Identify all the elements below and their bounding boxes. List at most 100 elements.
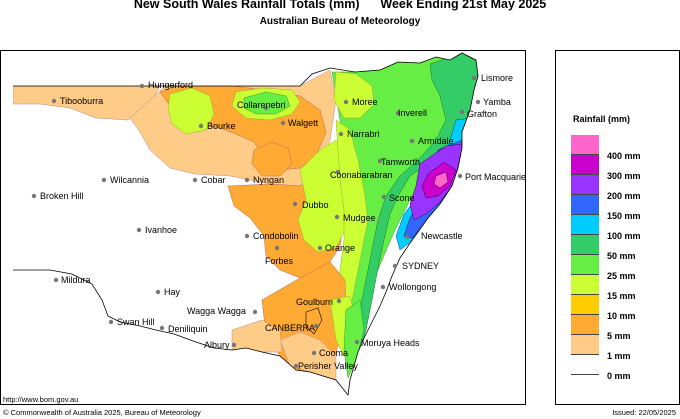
town-narrabri: Narrabri bbox=[347, 129, 380, 139]
rain-zone-10mm-north bbox=[167, 87, 215, 135]
legend-swatch bbox=[571, 155, 599, 175]
legend-swatch bbox=[571, 175, 599, 195]
legend-swatch bbox=[571, 135, 599, 155]
town-dot-lismore bbox=[471, 75, 477, 81]
town-grafton: Grafton bbox=[467, 109, 497, 119]
map-title: New South Wales Rainfall Totals (mm) Wee… bbox=[133, 0, 547, 11]
town-wilcannia: Wilcannia bbox=[110, 175, 149, 185]
town-dot-albury bbox=[231, 342, 237, 348]
town-dot-ivanhoe bbox=[136, 227, 142, 233]
legend-label: 100 mm bbox=[607, 231, 641, 241]
legend-label: 15 mm bbox=[607, 291, 636, 301]
town-scone: Scone bbox=[389, 193, 415, 203]
legend-swatch bbox=[571, 255, 599, 275]
town-labels: Hungerford Tibooburra Bourke Collarenebr… bbox=[40, 73, 526, 371]
town-moruya-heads: Moruya Heads bbox=[361, 338, 420, 348]
town-lismore: Lismore bbox=[481, 73, 513, 83]
legend-swatch bbox=[571, 295, 599, 315]
map-subtitle: Australian Bureau of Meteorology bbox=[259, 16, 421, 27]
town-port-macquarie: Port Macquarie bbox=[465, 172, 526, 182]
town-armidale: Armidale bbox=[418, 136, 454, 146]
legend-label: 5 mm bbox=[607, 331, 631, 341]
legend-title: Rainfall (mm) bbox=[573, 114, 631, 124]
legend-swatch bbox=[571, 315, 599, 335]
town-dot-scone bbox=[381, 194, 387, 200]
town-dot-cooma bbox=[311, 350, 317, 356]
town-dot-walgett bbox=[280, 120, 286, 126]
town-forbes: Forbes bbox=[265, 256, 294, 266]
issued-date: Issued: 22/05/2025 bbox=[612, 408, 676, 417]
town-dot-dubbo bbox=[292, 201, 298, 207]
legend-swatch bbox=[571, 275, 599, 295]
town-dot-cobar bbox=[192, 177, 198, 183]
town-goulburn: Goulburn bbox=[296, 297, 333, 307]
nsw-border bbox=[13, 52, 479, 396]
act-border bbox=[305, 307, 323, 335]
town-mildura: Mildura bbox=[61, 275, 91, 285]
town-hungerford: Hungerford bbox=[148, 80, 193, 90]
town-dot-tamworth bbox=[377, 158, 383, 164]
town-dot-wollongong bbox=[380, 284, 386, 290]
town-dot-forbes bbox=[274, 245, 280, 251]
town-dot-port-macquarie bbox=[457, 173, 463, 179]
legend-swatch bbox=[571, 335, 599, 355]
town-sydney: SYDNEY bbox=[402, 261, 439, 271]
town-perisher-valley: Perisher Valley bbox=[298, 361, 358, 371]
town-dubbo: Dubbo bbox=[302, 200, 329, 210]
town-dot-bourke bbox=[198, 123, 204, 129]
rain-zone-25mm-collarenebri bbox=[243, 91, 291, 115]
town-dot-grafton bbox=[459, 109, 465, 115]
town-tamworth: Tamworth bbox=[381, 157, 420, 167]
town-albury: Albury bbox=[204, 340, 230, 350]
town-dot-orange bbox=[317, 245, 323, 251]
town-deniliquin: Deniliquin bbox=[168, 324, 208, 334]
town-collarenebri: Collarenebri bbox=[237, 100, 286, 110]
legend-label: 25 mm bbox=[607, 271, 636, 281]
town-mudgee: Mudgee bbox=[343, 213, 376, 223]
rain-zone-1mm-south bbox=[279, 331, 337, 381]
town-orange: Orange bbox=[325, 243, 355, 253]
town-bourke: Bourke bbox=[207, 121, 236, 131]
town-moree: Moree bbox=[352, 97, 378, 107]
town-dot-perisher-valley bbox=[293, 363, 299, 369]
town-yamba: Yamba bbox=[483, 97, 511, 107]
town-dot-newcastle bbox=[404, 234, 410, 240]
legend-swatch bbox=[571, 355, 599, 375]
legend-label: 1 mm bbox=[607, 351, 631, 361]
legend-label: 50 mm bbox=[607, 251, 636, 261]
map-frame bbox=[0, 50, 526, 405]
town-broken-hill: Broken Hill bbox=[40, 191, 84, 201]
town-dot-wagga-wagga bbox=[252, 309, 258, 315]
town-dot-coonabarabran bbox=[335, 169, 341, 175]
town-wagga-wagga: Wagga Wagga bbox=[187, 306, 246, 316]
town-cobar: Cobar bbox=[201, 175, 226, 185]
rain-zone-15mm-moree bbox=[333, 71, 375, 119]
town-dot-swan-hill bbox=[108, 319, 114, 325]
town-dot-deniliquin bbox=[159, 325, 165, 331]
town-condobolin: Condobolin bbox=[253, 231, 299, 241]
source-url[interactable]: http://www.bom.gov.au bbox=[3, 395, 79, 404]
town-dot-mudgee bbox=[334, 214, 340, 220]
legend-label: 400 mm bbox=[607, 151, 641, 161]
town-dot-sydney bbox=[392, 263, 398, 269]
legend-label: 200 mm bbox=[607, 191, 641, 201]
legend-swatch bbox=[571, 195, 599, 215]
town-canberra: CANBERRA bbox=[265, 323, 315, 333]
legend-label: 0 mm bbox=[607, 371, 631, 381]
town-dot-hungerford bbox=[139, 83, 145, 89]
town-coonabarabran: Coonabarabran bbox=[330, 170, 393, 180]
town-walgett: Walgett bbox=[288, 118, 319, 128]
town-dot-broken-hill bbox=[31, 193, 37, 199]
town-dot-collarenebri bbox=[263, 105, 269, 111]
town-dot-wilcannia bbox=[101, 177, 107, 183]
town-tibooburra: Tibooburra bbox=[60, 96, 103, 106]
legend-swatch bbox=[571, 215, 599, 235]
town-dot-inverell bbox=[395, 110, 401, 116]
town-nyngan: Nyngan bbox=[253, 175, 284, 185]
town-dot-hay bbox=[155, 289, 161, 295]
town-swan-hill: Swan Hill bbox=[117, 317, 155, 327]
legend-label: 300 mm bbox=[607, 171, 641, 181]
town-dot-nyngan bbox=[244, 177, 250, 183]
town-dot-narrabri bbox=[338, 131, 344, 137]
